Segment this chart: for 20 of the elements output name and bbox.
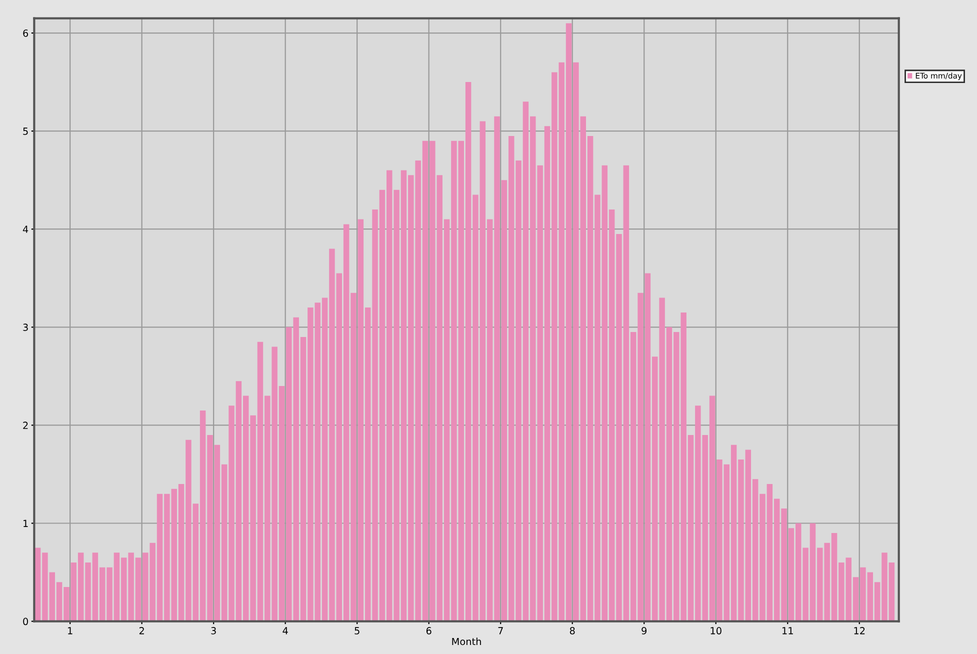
x-axis-title: Month xyxy=(452,638,481,646)
y-tick-label: 1 xyxy=(24,520,28,527)
x-tick-label: 3 xyxy=(211,627,216,634)
y-tick-label: 2 xyxy=(23,422,28,429)
y-tick-label: 3 xyxy=(23,324,28,331)
x-tick-label: 9 xyxy=(642,627,647,634)
y-tick-label: 4 xyxy=(22,226,28,233)
x-tick-label: 8 xyxy=(570,627,575,634)
x-tick-label: 12 xyxy=(854,627,865,634)
x-tick-label: 2 xyxy=(139,627,144,634)
y-tick-label: 6 xyxy=(23,29,28,37)
x-tick-label: 6 xyxy=(426,627,432,634)
x-tick-label: 5 xyxy=(354,627,360,634)
y-tick-label: 5 xyxy=(23,128,28,135)
y-tick-label: 0 xyxy=(23,618,28,626)
x-tick-label: 11 xyxy=(782,627,793,634)
x-tick-label: 1 xyxy=(68,627,72,634)
x-tick-label: 4 xyxy=(282,627,288,634)
x-tick-label: 10 xyxy=(710,627,722,634)
x-tick-label: 7 xyxy=(498,627,503,634)
